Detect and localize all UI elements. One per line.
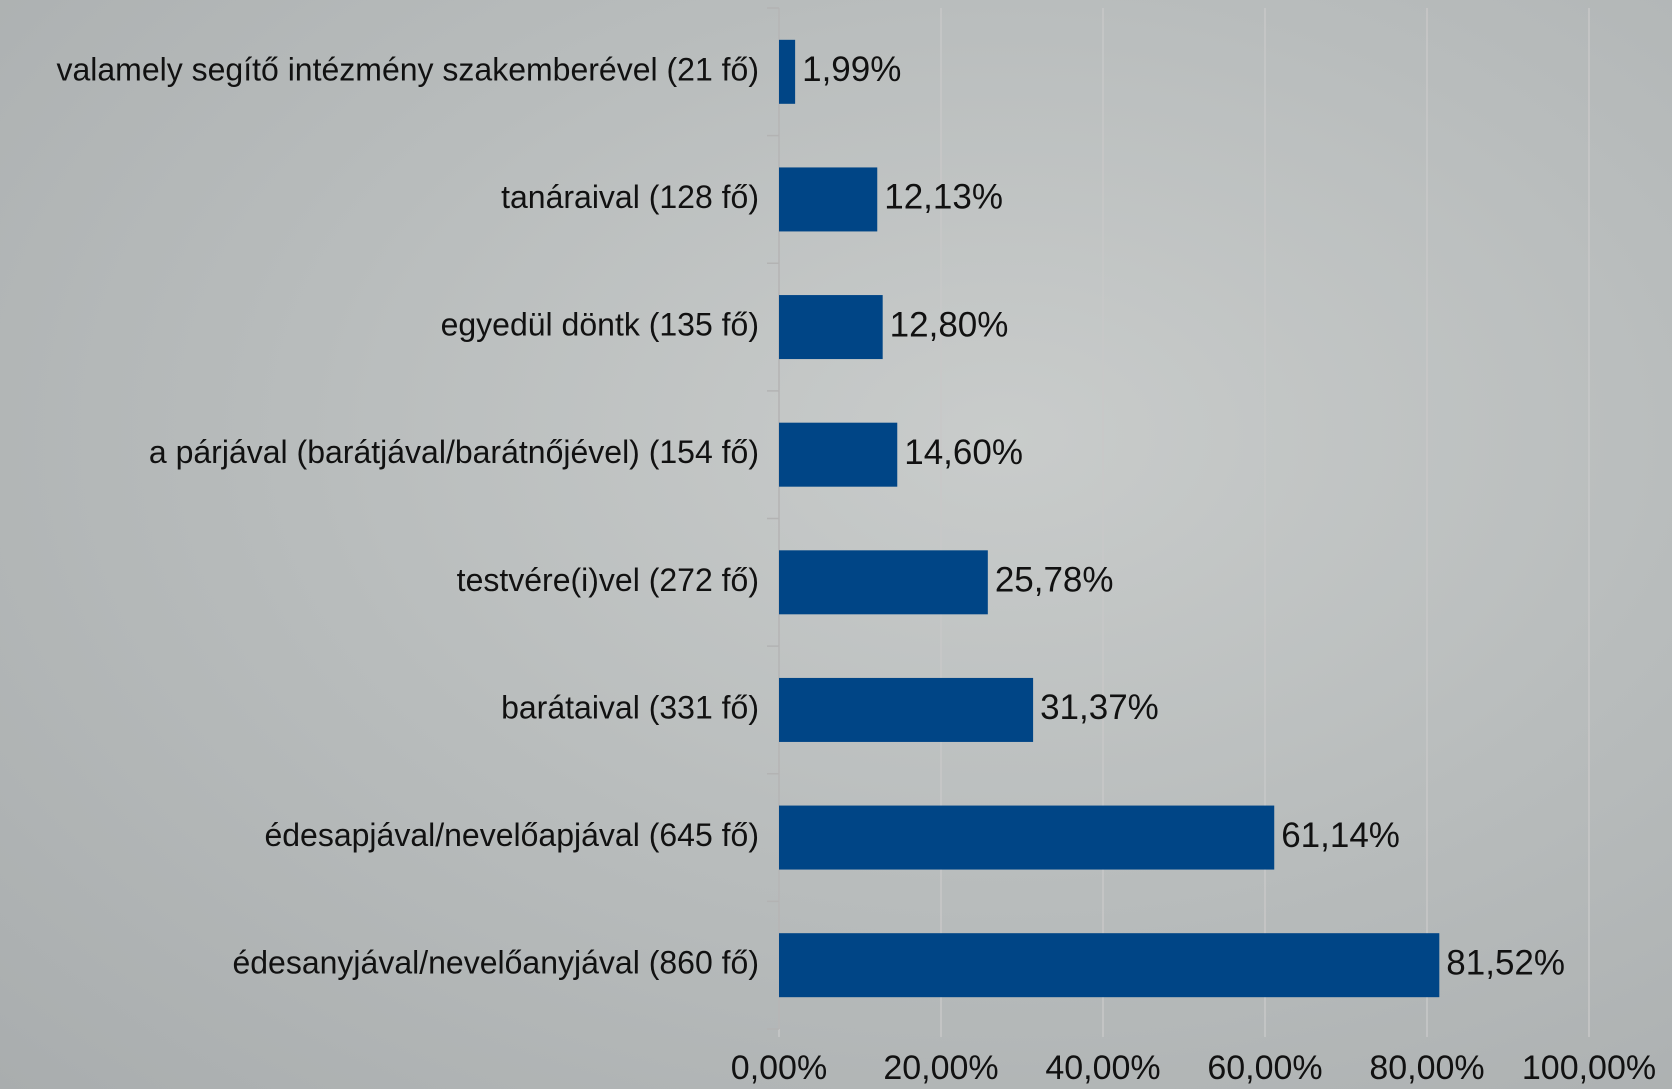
data-label: 14,60% [904, 433, 1023, 472]
y-tick-label: édesanyjával/nevelőanyjával (860 fő) [232, 945, 759, 981]
data-label: 81,52% [1446, 943, 1565, 982]
y-tick-label: valamely segítő intézmény szakemberével … [56, 51, 759, 87]
bar [779, 39, 796, 104]
bar [779, 805, 1275, 870]
y-tick-label: a párjával (barátjával/barátnőjével) (15… [149, 434, 759, 470]
bar [779, 295, 883, 360]
y-tick-label: édesapjával/nevelőapjával (645 fő) [264, 817, 759, 853]
data-label: 12,13% [884, 178, 1003, 217]
data-label: 12,80% [890, 305, 1009, 344]
bar [779, 550, 988, 615]
x-tick-label: 20,00% [883, 1049, 998, 1087]
x-tick-label: 60,00% [1207, 1049, 1322, 1087]
x-tick-label: 40,00% [1045, 1049, 1160, 1087]
data-label: 25,78% [995, 561, 1114, 600]
y-tick-label: testvére(i)vel (272 fő) [457, 562, 759, 598]
y-tick-label: egyedül döntk (135 fő) [441, 307, 759, 343]
x-tick-label: 100,00% [1522, 1049, 1656, 1087]
y-tick-label: barátaival (331 fő) [501, 689, 759, 725]
data-label: 1,99% [802, 50, 901, 89]
bar [779, 677, 1034, 742]
bar [779, 422, 898, 487]
x-tick-label: 80,00% [1369, 1049, 1484, 1087]
y-tick-label: tanáraival (128 fő) [501, 179, 759, 215]
data-label: 61,14% [1281, 816, 1400, 855]
x-tick-label: 0,00% [731, 1049, 827, 1087]
bar [779, 167, 878, 232]
data-label: 31,37% [1040, 688, 1159, 727]
bar [779, 933, 1440, 998]
